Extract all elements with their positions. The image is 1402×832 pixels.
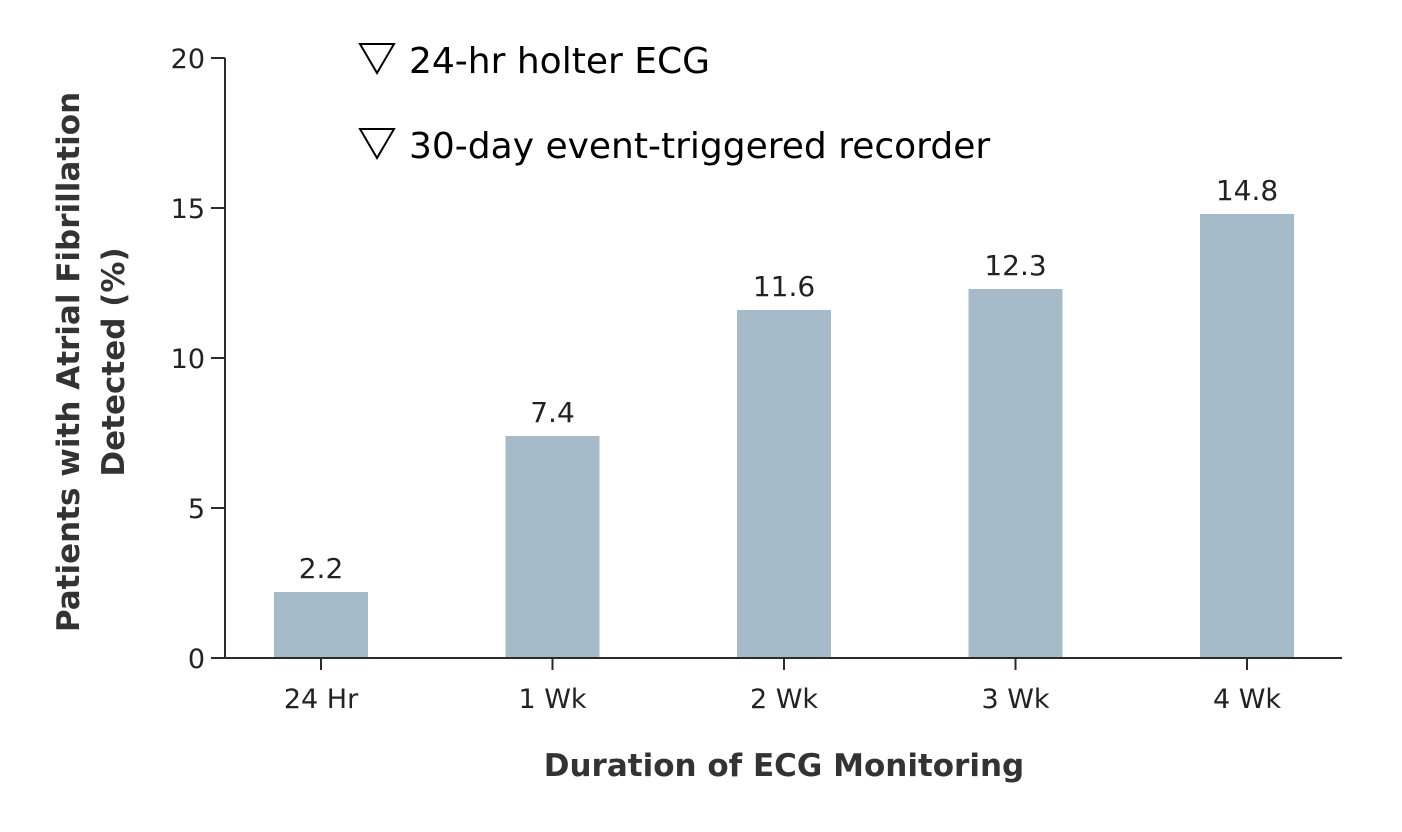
data-labels: 2.2 7.4 11.6 12.3 14.8 — [299, 174, 1278, 585]
y-tick-label-0: 0 — [188, 644, 205, 675]
data-label-1: 7.4 — [530, 396, 575, 429]
y-axis-ticks: 0 5 10 15 20 — [171, 44, 225, 675]
triangle-down-outline-icon — [358, 43, 396, 75]
y-axis-title-line2: Detected (%) — [96, 247, 132, 476]
data-label-4: 14.8 — [1216, 174, 1278, 207]
x-axis-title: Duration of ECG Monitoring — [544, 748, 1025, 784]
y-tick-label-3: 15 — [171, 194, 205, 225]
x-tick-label-0: 24 Hr — [284, 684, 359, 715]
x-tick-label-4: 4 Wk — [1213, 684, 1281, 715]
y-tick-label-1: 5 — [188, 494, 205, 525]
bars — [274, 214, 1294, 658]
bar-0 — [274, 592, 368, 658]
x-tick-label-1: 1 Wk — [518, 684, 586, 715]
bar-1 — [505, 436, 600, 658]
legend-label-0: 24-hr holter ECG — [409, 41, 710, 82]
y-tick-label-2: 10 — [171, 344, 205, 375]
x-axis-ticks: 24 Hr 1 Wk 2 Wk 3 Wk 4 Wk — [284, 658, 1281, 715]
x-tick-label-3: 3 Wk — [981, 684, 1049, 715]
data-label-2: 11.6 — [753, 270, 815, 303]
bar-4 — [1200, 214, 1294, 658]
data-label-0: 2.2 — [299, 552, 344, 585]
legend: 24-hr holter ECG 30-day event-triggered r… — [358, 41, 990, 167]
y-axis-title-line1: Patients with Atrial Fibrillation — [51, 92, 87, 632]
y-tick-label-4: 20 — [171, 44, 205, 75]
legend-label-1: 30-day event-triggered recorder — [409, 126, 990, 167]
bar-2 — [737, 310, 831, 658]
x-tick-label-2: 2 Wk — [750, 684, 818, 715]
triangle-down-outline-icon — [358, 128, 396, 160]
data-label-3: 12.3 — [984, 249, 1046, 282]
bar-3 — [968, 289, 1063, 658]
